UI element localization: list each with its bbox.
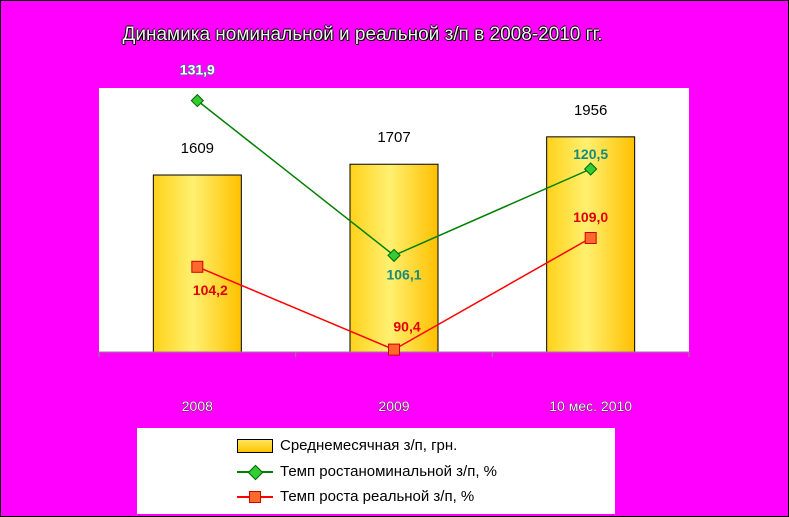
- chart-title: Динамика номинальной и реальной з/п в 20…: [122, 24, 603, 45]
- x-tick-label: 2009: [378, 398, 409, 414]
- legend-item-nominal: Темп ростаноминальной з/п, %: [237, 460, 497, 482]
- data-point: [387, 248, 401, 263]
- data-label: 131,9: [180, 62, 215, 78]
- data-point: [191, 260, 204, 273]
- data-point: [190, 93, 205, 108]
- data-label: 109,0: [573, 209, 608, 225]
- bar-value-label: 1609: [181, 140, 214, 157]
- legend-item-bar: Среднемесячная з/п, грн.: [237, 434, 457, 456]
- x-tick-label: 10 мес. 2010: [549, 398, 632, 414]
- data-label: 90,4: [393, 319, 420, 335]
- legend-bar-swatch: [237, 437, 273, 453]
- data-label: 120,5: [573, 146, 608, 162]
- data-label: 104,2: [193, 282, 228, 298]
- bar-value-label: 1956: [574, 102, 607, 119]
- legend-label-nominal: Темп ростаноминальной з/п, %: [280, 462, 498, 480]
- legend-real-swatch: [237, 488, 273, 504]
- legend-label-real: Темп роста реальной з/п, %: [280, 487, 475, 505]
- legend: Среднемесячная з/п, грн. Темп ростаномин…: [137, 428, 615, 514]
- data-label: 106,1: [386, 266, 421, 282]
- bar-value-label: 1707: [377, 129, 410, 146]
- data-point: [583, 162, 598, 176]
- legend-item-real: Темп роста реальной з/п, %: [237, 485, 474, 507]
- data-point: [584, 232, 597, 244]
- x-tick-label: 2008: [182, 398, 213, 414]
- data-point: [388, 343, 400, 356]
- legend-nominal-swatch: [237, 463, 273, 481]
- legend-label-bar: Среднемесячная з/п, грн.: [280, 436, 458, 454]
